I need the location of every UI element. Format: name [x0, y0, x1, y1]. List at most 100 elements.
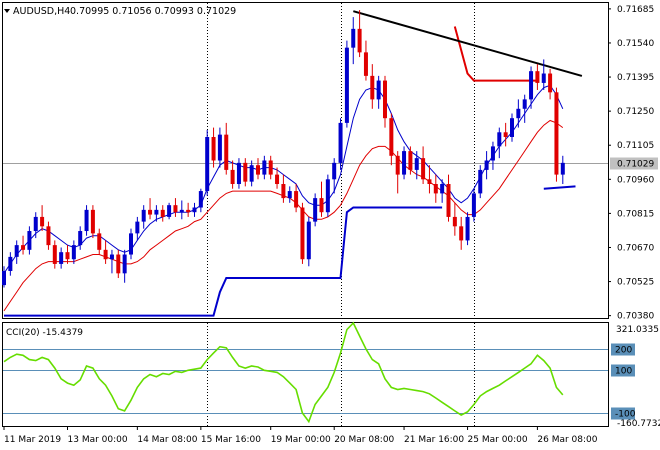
price-tick-label: 0.70380 [617, 312, 654, 322]
candle [389, 113, 394, 166]
candle-body [516, 108, 521, 119]
triangle-down-icon[interactable] [4, 9, 10, 13]
candle-body [179, 209, 184, 213]
candle-body [497, 132, 502, 147]
candle-body [103, 249, 108, 260]
candle-body [2, 270, 6, 286]
candle [256, 158, 260, 180]
candle-body [433, 184, 438, 194]
candle-body [21, 245, 26, 250]
time-axis: 11 Mar 2019 13 Mar 00:00 14 Mar 08:00 15 Ma… [3, 426, 598, 445]
time-tick-label: 11 Mar 2019 [4, 435, 61, 445]
candle-body [135, 221, 140, 234]
candle [446, 174, 451, 222]
candle [313, 193, 318, 227]
cci-level-label: 100 [615, 367, 632, 377]
candle [433, 174, 438, 203]
candle-body [173, 205, 178, 213]
price-tick-label: 0.70670 [617, 243, 654, 253]
candle-body [122, 254, 127, 274]
candle [497, 127, 502, 159]
cci-label: CCI(20) -15.4379 [6, 328, 83, 338]
candle [249, 160, 254, 187]
price-tick-label: 0.71105 [617, 141, 654, 151]
candle [268, 155, 273, 180]
candle-body [313, 198, 318, 222]
candle-body [281, 184, 286, 199]
candle [262, 155, 267, 180]
candle-body [446, 184, 451, 217]
candle [351, 17, 356, 65]
cci-line-group [3, 321, 564, 424]
candle-body [224, 134, 229, 170]
candle [65, 245, 70, 264]
candle-body [344, 47, 349, 123]
price-tick-label: 0.70960 [617, 175, 654, 185]
candle [211, 127, 216, 168]
candle-body [186, 209, 191, 213]
candle-body [97, 233, 102, 250]
candle-body [198, 191, 203, 208]
time-tick-label: 25 Mar 00:00 [468, 435, 528, 445]
candle-body [421, 158, 426, 180]
candle [52, 240, 57, 269]
candle [160, 205, 165, 222]
candle-body [268, 160, 273, 175]
candle [40, 205, 45, 232]
candle-body [376, 80, 381, 100]
candle [560, 155, 565, 185]
candle [344, 40, 349, 128]
candle [46, 221, 51, 250]
candle-body [351, 28, 356, 48]
candle [541, 59, 546, 90]
candle-body [370, 75, 375, 100]
candle-body [46, 226, 51, 246]
candle-body [408, 151, 413, 170]
blue-support-channel [4, 206, 443, 317]
candle-body [243, 162, 248, 182]
candle-body [535, 71, 540, 83]
candle-body [192, 207, 197, 213]
candle-body [529, 71, 534, 100]
candle [554, 87, 559, 182]
cci-level-label: 200 [615, 346, 632, 356]
candle [338, 118, 343, 170]
price-tick-label: 0.71395 [617, 73, 654, 83]
candle [129, 228, 133, 260]
candle-body [548, 73, 553, 93]
cci-level-label: -100 [615, 410, 636, 420]
candle-body [402, 151, 407, 175]
candle [192, 202, 197, 217]
candle-body [395, 155, 400, 175]
candle [186, 202, 191, 217]
candle-body [262, 160, 267, 175]
candle-body [414, 158, 419, 170]
candle [109, 249, 114, 274]
time-tick-label: 13 Mar 00:00 [68, 435, 128, 445]
candle [8, 252, 13, 276]
candle [281, 174, 286, 203]
price-tick-label: 0.71685 [617, 5, 654, 15]
candle [122, 249, 127, 283]
candle-body [116, 254, 121, 274]
time-tick-label: 14 Mar 08:00 [137, 435, 197, 445]
candle-body [357, 28, 362, 53]
candle-body [465, 216, 470, 241]
candle [84, 205, 89, 236]
current-price-label: 0.71029 [617, 160, 654, 170]
blue-support-short [543, 185, 576, 190]
candle [357, 10, 362, 58]
candle [459, 216, 464, 250]
ohlc-values: 0.70995 0.71056 0.70993 0.71029 [70, 6, 236, 17]
candle [376, 75, 381, 109]
candle [2, 266, 6, 288]
candle [173, 198, 178, 217]
candle [27, 226, 32, 255]
vertical-grid [207, 3, 475, 426]
candle [535, 64, 540, 90]
candle-body [78, 231, 83, 246]
candle-body [160, 209, 165, 217]
candle [71, 240, 76, 264]
candle [503, 122, 508, 147]
